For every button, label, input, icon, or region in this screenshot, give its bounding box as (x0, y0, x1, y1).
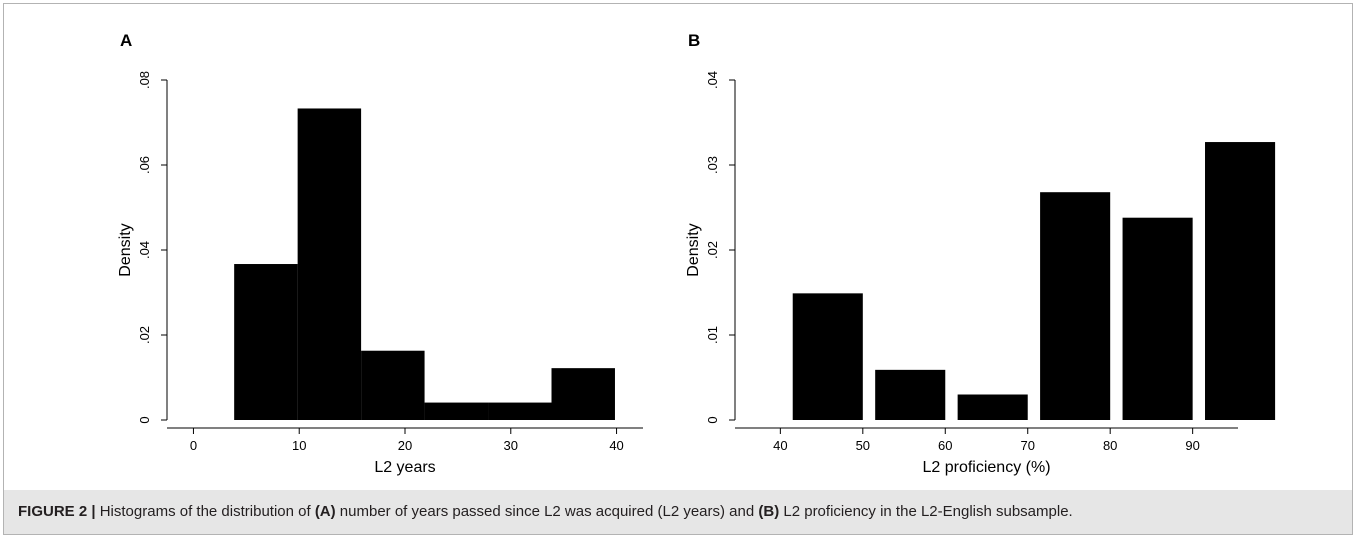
caption-text-2: number of years passed since L2 was acqu… (335, 503, 759, 520)
caption-ref-a: (A) (314, 503, 336, 520)
y-tick-label: .02 (705, 241, 720, 259)
x-axis-title: L2 proficiency (%) (922, 459, 1050, 476)
figure-charts: A 0 .02 .04 .06 .08 0 10 20 30 40 L2 years Density B 0… (117, 31, 1276, 476)
y-tick-label: .08 (137, 71, 152, 89)
panel-label: B (688, 31, 700, 50)
y-tick-label: .04 (705, 71, 720, 89)
histogram-bar (875, 369, 946, 420)
x-tick-label: 20 (398, 438, 412, 453)
caption-ref-b: (B) (758, 503, 780, 520)
histogram-bar (1122, 217, 1193, 420)
histogram-bar (424, 402, 489, 420)
histogram-bar (551, 368, 615, 420)
histogram-bar (297, 108, 362, 420)
x-tick-label: 80 (1103, 438, 1117, 453)
x-tick-label: 40 (773, 438, 787, 453)
y-tick-label: .03 (705, 156, 720, 174)
y-tick-label: .06 (137, 156, 152, 174)
histogram-bar (1205, 142, 1276, 421)
y-axis-title: Density (685, 223, 702, 276)
figure-caption: FIGURE 2 | Histograms of the distributio… (18, 503, 1073, 520)
y-axis-title: Density (117, 223, 134, 276)
histogram-bar (361, 350, 425, 420)
y-tick-label: .01 (705, 326, 720, 344)
histogram-bar (792, 293, 863, 420)
chart-panel-a: A 0 .02 .04 .06 .08 0 10 20 30 40 L2 years Density (117, 31, 643, 476)
caption-box: FIGURE 2 | Histograms of the distributio… (4, 490, 1352, 534)
x-tick-label: 40 (609, 438, 623, 453)
x-tick-label: 10 (292, 438, 306, 453)
y-tick-label: 0 (705, 416, 720, 423)
panel-label: A (120, 31, 132, 50)
y-tick-label: 0 (137, 416, 152, 423)
histogram-bar (957, 394, 1028, 420)
x-tick-label: 30 (504, 438, 518, 453)
histogram-bar (488, 402, 552, 420)
caption-text-3: L2 proficiency in the L2-English subsamp… (779, 503, 1073, 520)
x-tick-label: 60 (938, 438, 952, 453)
chart-panel-b: B 0 .01 .02 .03 .04 40 50 60 70 80 90 L2 proficiency… (685, 31, 1276, 476)
x-tick-label: 50 (856, 438, 870, 453)
histogram-bar (1040, 192, 1111, 420)
y-tick-label: .04 (137, 241, 152, 259)
histogram-bar (234, 264, 298, 420)
caption-text-1: Histograms of the distribution of (95, 503, 315, 520)
x-axis-title: L2 years (374, 459, 435, 476)
x-tick-label: 0 (190, 438, 197, 453)
caption-label: FIGURE 2 | (18, 503, 96, 520)
x-tick-label: 90 (1185, 438, 1199, 453)
x-tick-label: 70 (1020, 438, 1034, 453)
y-tick-label: .02 (137, 326, 152, 344)
